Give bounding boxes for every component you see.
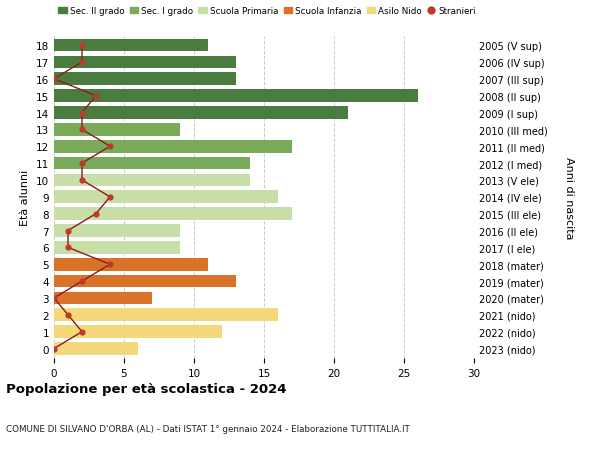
Point — [105, 261, 115, 269]
Bar — [54, 124, 180, 136]
Bar — [54, 174, 250, 187]
Bar — [54, 292, 152, 305]
Point — [105, 194, 115, 201]
Bar — [54, 90, 418, 103]
Point — [77, 59, 87, 67]
Bar — [54, 73, 236, 86]
Y-axis label: Età alunni: Età alunni — [20, 169, 31, 225]
Point — [91, 93, 101, 100]
Point — [77, 110, 87, 117]
Bar — [54, 225, 180, 237]
Point — [63, 244, 73, 252]
Bar — [54, 275, 236, 288]
Bar — [54, 208, 292, 220]
Point — [77, 278, 87, 285]
Point — [91, 211, 101, 218]
Point — [77, 177, 87, 184]
Bar — [54, 241, 180, 254]
Text: COMUNE DI SILVANO D'ORBA (AL) - Dati ISTAT 1° gennaio 2024 - Elaborazione TUTTIT: COMUNE DI SILVANO D'ORBA (AL) - Dati IST… — [6, 425, 410, 433]
Y-axis label: Anni di nascita: Anni di nascita — [564, 156, 574, 239]
Legend: Sec. II grado, Sec. I grado, Scuola Primaria, Scuola Infanzia, Asilo Nido, Stran: Sec. II grado, Sec. I grado, Scuola Prim… — [58, 7, 476, 16]
Bar — [54, 325, 222, 338]
Point — [49, 345, 59, 353]
Bar — [54, 107, 348, 119]
Point — [77, 160, 87, 168]
Point — [105, 143, 115, 151]
Bar — [54, 140, 292, 153]
Point — [77, 126, 87, 134]
Point — [63, 227, 73, 235]
Bar — [54, 342, 138, 355]
Bar — [54, 309, 278, 321]
Text: Popolazione per età scolastica - 2024: Popolazione per età scolastica - 2024 — [6, 382, 287, 396]
Bar — [54, 191, 278, 204]
Point — [49, 76, 59, 83]
Point — [77, 42, 87, 50]
Point — [77, 328, 87, 336]
Point — [49, 295, 59, 302]
Bar — [54, 157, 250, 170]
Bar — [54, 39, 208, 52]
Point — [63, 312, 73, 319]
Bar — [54, 56, 236, 69]
Bar — [54, 258, 208, 271]
